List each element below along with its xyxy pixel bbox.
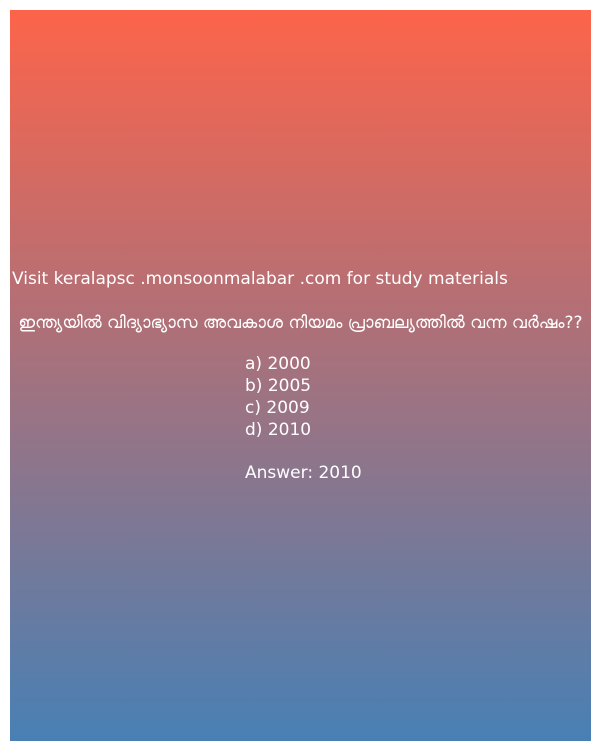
option-d: d) 2010: [245, 420, 312, 440]
options-list: a) 2000 b) 2005 c) 2009 d) 2010: [245, 353, 311, 441]
option-a: a) 2000: [245, 354, 311, 374]
option-c: c) 2009: [245, 398, 310, 418]
question-card: Visit keralapsc .monsoonmalabar .com for…: [10, 10, 591, 741]
site-promo-text: Visit keralapsc .monsoonmalabar .com for…: [12, 269, 508, 289]
question-text: ഇന്ത്യയിൽ വിദ്യാഭ്യാസ അവകാശ നിയമം പ്രാബല…: [18, 313, 583, 333]
answer-text: Answer: 2010: [245, 463, 362, 483]
option-b: b) 2005: [245, 376, 312, 396]
